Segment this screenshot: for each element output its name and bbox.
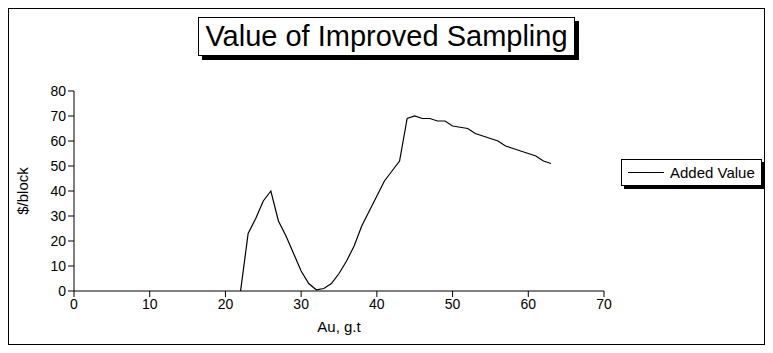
svg-text:40: 40 (369, 296, 385, 312)
svg-text:60: 60 (520, 296, 536, 312)
svg-text:Au, g.t: Au, g.t (317, 318, 361, 335)
svg-text:10: 10 (50, 258, 66, 274)
svg-text:40: 40 (50, 183, 66, 199)
svg-text:20: 20 (218, 296, 234, 312)
svg-text:20: 20 (50, 233, 66, 249)
svg-text:80: 80 (50, 83, 66, 99)
svg-text:60: 60 (50, 133, 66, 149)
svg-text:30: 30 (50, 208, 66, 224)
svg-text:30: 30 (293, 296, 309, 312)
html-text:Value of Improved Sampling: Value of Improved Sampling (205, 20, 568, 52)
svg-text:0: 0 (70, 296, 78, 312)
svg-text:0: 0 (58, 283, 66, 299)
svg-text:$/block: $/block (14, 167, 31, 215)
svg-text:50: 50 (50, 158, 66, 174)
svg-text:70: 70 (50, 108, 66, 124)
html-text:Added Value: Added Value (670, 164, 755, 181)
svg-text:10: 10 (142, 296, 158, 312)
svg-text:70: 70 (596, 296, 612, 312)
svg-text:50: 50 (445, 296, 461, 312)
